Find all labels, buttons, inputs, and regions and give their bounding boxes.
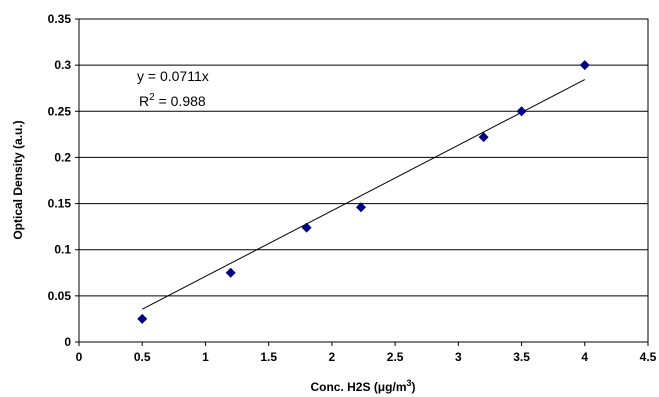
x-tick-label: 4	[581, 350, 588, 364]
x-tick-label: 1	[202, 350, 209, 364]
x-tick-label: 1.5	[260, 350, 277, 364]
y-tick-label: 0.35	[48, 12, 72, 26]
data-points	[137, 60, 590, 324]
x-tick-label: 3	[455, 350, 462, 364]
data-point	[355, 202, 366, 213]
data-point	[301, 222, 312, 233]
x-tick-label: 3.5	[513, 350, 530, 364]
data-point	[478, 132, 489, 143]
x-axis-title: Conc. H2S (μg/m3)	[310, 378, 415, 394]
y-axis-title: Optical Density (a.u.)	[11, 120, 25, 239]
y-tick-label: 0	[64, 335, 71, 349]
y-tick-label: 0.1	[54, 243, 71, 257]
r-squared-label: R2 = 0.988	[139, 92, 206, 109]
y-tick-label: 0.15	[48, 197, 72, 211]
data-point	[225, 267, 236, 278]
data-point	[579, 60, 590, 71]
x-tick-label: 2.5	[387, 350, 404, 364]
data-point	[516, 106, 527, 117]
x-tick-label: 0.5	[134, 350, 151, 364]
y-tick-label: 0.2	[54, 150, 71, 164]
x-tick-label: 0	[76, 350, 83, 364]
trendline-equation: y = 0.0711x	[137, 68, 209, 84]
gridlines	[79, 64, 648, 297]
y-tick-labels: 0 0.05 0.1 0.15 0.2 0.25 0.3 0.35	[48, 12, 79, 349]
plot-area-border	[78, 18, 649, 343]
y-tick-label: 0.25	[48, 104, 72, 118]
x-tick-label: 2	[329, 350, 336, 364]
data-point	[137, 313, 148, 324]
y-tick-label: 0.3	[54, 58, 71, 72]
x-tick-label: 4.5	[640, 350, 657, 364]
x-tick-labels: 0 0.5 1 1.5 2 2.5 3 3.5 4 4.5	[76, 342, 657, 364]
trendline	[141, 79, 586, 310]
y-tick-label: 0.05	[48, 289, 72, 303]
